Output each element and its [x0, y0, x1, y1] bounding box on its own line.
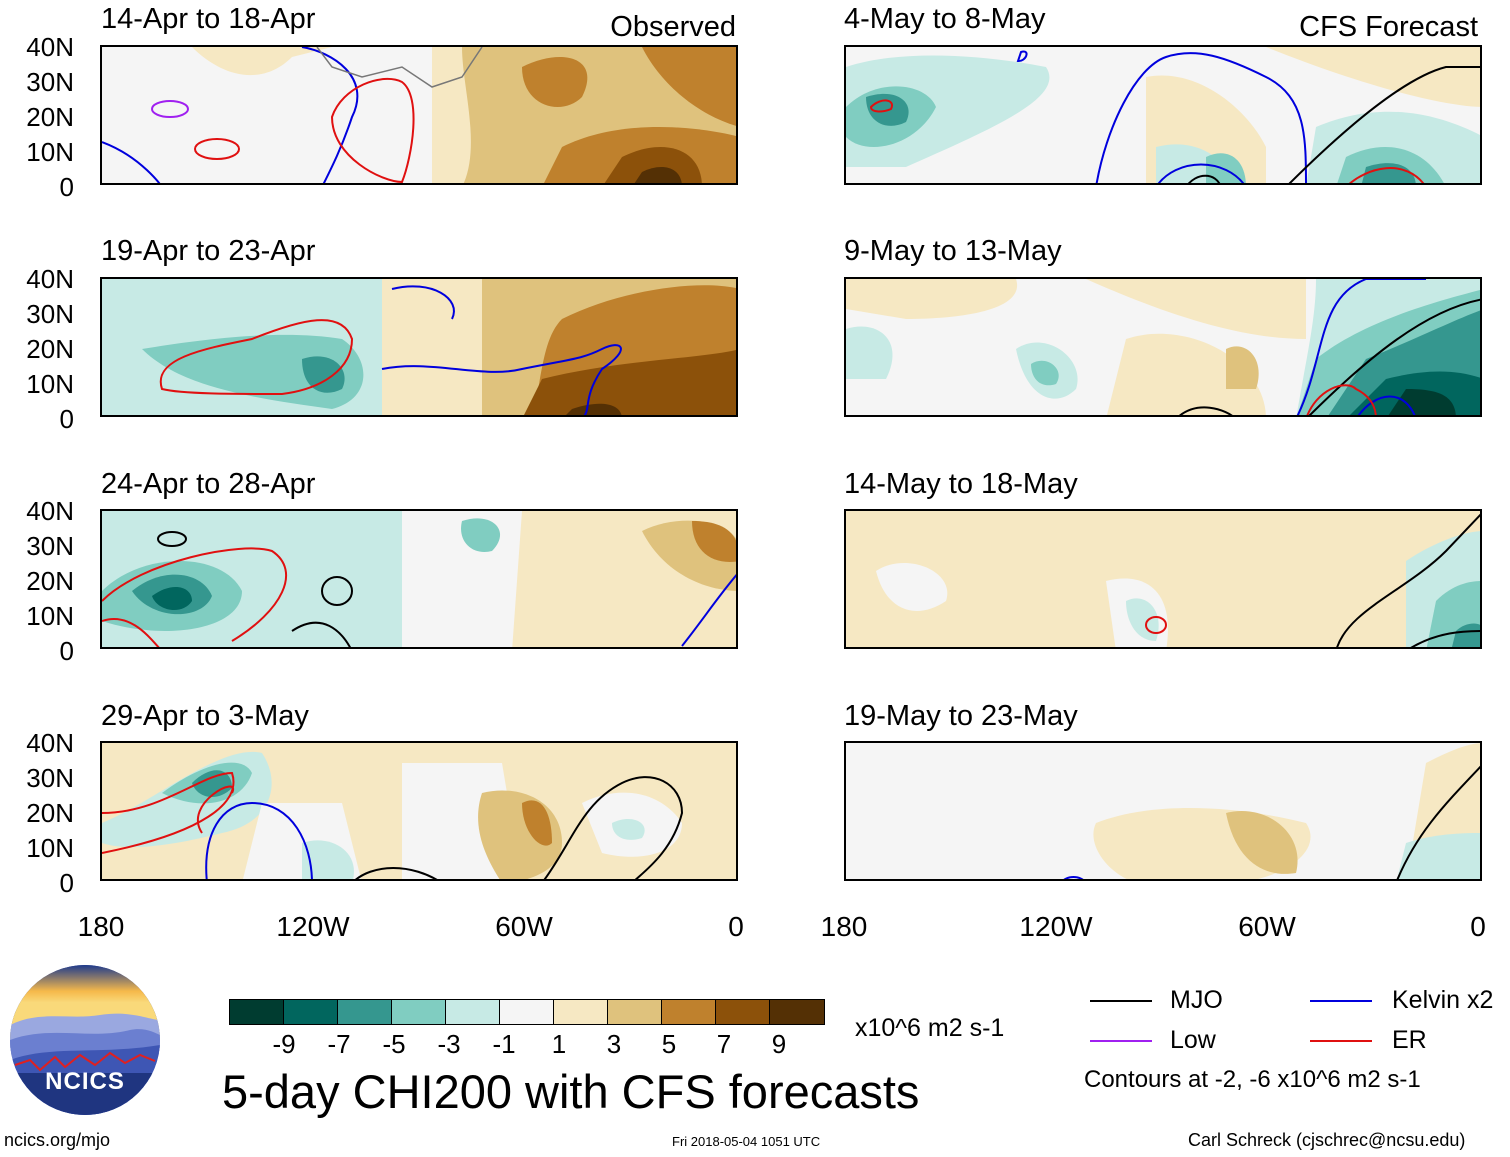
map-panel-forecast-1 — [844, 45, 1482, 185]
y-label-2-2: 20N — [26, 334, 74, 364]
y-label-3-1: 30N — [26, 531, 74, 561]
colorbar-swatch-1 — [284, 1000, 338, 1024]
footer-timestamp: Fri 2018-05-04 1051 UTC — [672, 1134, 821, 1149]
y-label-4-0: 40N — [26, 728, 74, 758]
y-label-2-1: 30N — [26, 299, 74, 329]
panel-title-2: 19-Apr to 23-Apr — [101, 235, 316, 267]
legend-kelvin: Kelvin x2 — [1392, 986, 1494, 1014]
colorbar-label-7: 5 — [661, 1029, 677, 1059]
y-label-4-4: 0 — [59, 868, 74, 898]
y-label-3-0: 40N — [26, 496, 74, 526]
y-label-4-1: 30N — [26, 763, 74, 793]
colorbar-label-1: -7 — [327, 1029, 351, 1059]
x-label-right-60w: 60W — [1238, 911, 1296, 942]
footer-url[interactable]: ncics.org/mjo — [4, 1130, 111, 1150]
panel-title-3: 24-Apr to 28-Apr — [101, 468, 316, 500]
colorbar-label-5: 1 — [551, 1029, 567, 1059]
cfs-forecast-label: CFS Forecast — [1299, 11, 1478, 43]
y-label-1-1: 30N — [26, 67, 74, 97]
main-title: 5-day CHI200 with CFS forecasts — [222, 1065, 920, 1118]
x-label-right-180: 180 — [820, 911, 868, 942]
y-label-4-2: 20N — [26, 798, 74, 828]
footer-credit: Carl Schreck (cjschrec@ncsu.edu) — [1188, 1130, 1466, 1150]
colorbar — [229, 999, 825, 1025]
colorbar-swatch-10 — [770, 1000, 824, 1024]
map-panel-observed-4 — [100, 741, 738, 881]
y-label-3-3: 10N — [26, 601, 74, 631]
colorbar-label-3: -3 — [437, 1029, 461, 1059]
map-panel-forecast-3 — [844, 509, 1482, 649]
panel-title-8: 19-May to 23-May — [844, 700, 1078, 732]
x-label-right-120w: 120W — [1019, 911, 1093, 942]
observed-label: Observed — [610, 11, 736, 43]
x-label-left-120w: 120W — [276, 911, 350, 942]
y-label-1-3: 10N — [26, 137, 74, 167]
colorbar-swatch-6 — [554, 1000, 608, 1024]
legend-low: Low — [1170, 1026, 1216, 1054]
legend-er: ER — [1392, 1026, 1427, 1054]
colorbar-swatch-4 — [446, 1000, 500, 1024]
panel-title-1: 14-Apr to 18-Apr — [101, 3, 316, 35]
ncics-logo[interactable]: NCICS — [10, 965, 160, 1115]
map-panel-observed-2 — [100, 277, 738, 417]
legend-line-mjo — [1090, 1000, 1152, 1002]
logo-text: NCICS — [45, 1068, 125, 1095]
y-label-1-2: 20N — [26, 102, 74, 132]
legend-line-kelvin — [1310, 1000, 1372, 1002]
colorbar-swatch-5 — [500, 1000, 554, 1024]
x-label-left-180: 180 — [77, 911, 125, 942]
panel-title-6: 9-May to 13-May — [844, 235, 1062, 267]
panel-title-4: 29-Apr to 3-May — [101, 700, 309, 732]
colorbar-label-8: 7 — [716, 1029, 732, 1059]
colorbar-label-2: -5 — [382, 1029, 406, 1059]
y-label-2-4: 0 — [59, 404, 74, 434]
colorbar-label-9: 9 — [771, 1029, 787, 1059]
panel-title-5: 4-May to 8-May — [844, 3, 1046, 35]
y-label-4-3: 10N — [26, 833, 74, 863]
map-panel-observed-1 — [100, 45, 738, 185]
colorbar-label-4: -1 — [492, 1029, 516, 1059]
colorbar-swatch-9 — [716, 1000, 770, 1024]
colorbar-label-6: 3 — [606, 1029, 622, 1059]
legend-mjo: MJO — [1170, 986, 1223, 1014]
y-label-3-2: 20N — [26, 566, 74, 596]
legend-line-er — [1310, 1040, 1372, 1042]
y-label-2-0: 40N — [26, 264, 74, 294]
y-label-2-3: 10N — [26, 369, 74, 399]
logo-graphic — [10, 965, 160, 1115]
colorbar-swatch-0 — [230, 1000, 284, 1024]
colorbar-units: x10^6 m2 s-1 — [855, 1014, 1005, 1042]
panel-title-7: 14-May to 18-May — [844, 468, 1078, 500]
x-label-left-60w: 60W — [495, 911, 553, 942]
y-label-1-0: 40N — [26, 32, 74, 62]
colorbar-label-0: -9 — [272, 1029, 296, 1059]
y-label-1-4: 0 — [59, 172, 74, 202]
colorbar-swatch-2 — [338, 1000, 392, 1024]
colorbar-swatch-3 — [392, 1000, 446, 1024]
map-panel-forecast-4 — [844, 741, 1482, 881]
colorbar-swatch-7 — [608, 1000, 662, 1024]
legend-note: Contours at -2, -6 x10^6 m2 s-1 — [1084, 1066, 1421, 1093]
legend-line-low — [1090, 1040, 1152, 1042]
colorbar-swatch-8 — [662, 1000, 716, 1024]
map-panel-forecast-2 — [844, 277, 1482, 417]
y-label-3-4: 0 — [59, 636, 74, 666]
x-label-left-0: 0 — [728, 911, 744, 942]
x-label-right-0: 0 — [1470, 911, 1486, 942]
map-panel-observed-3 — [100, 509, 738, 649]
